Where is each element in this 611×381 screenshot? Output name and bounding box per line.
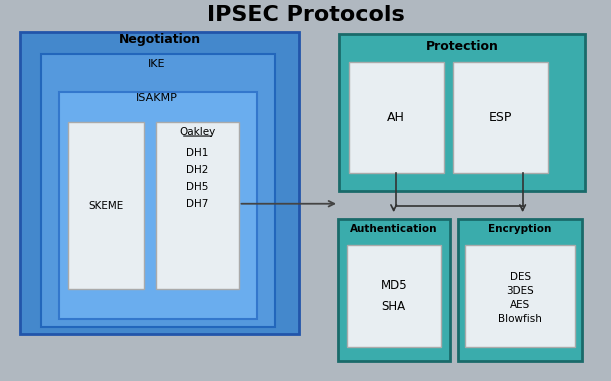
Text: DES
3DES
AES
Blowfish: DES 3DES AES Blowfish — [498, 272, 542, 324]
Text: IKE: IKE — [148, 59, 165, 69]
Text: DH5: DH5 — [186, 182, 209, 192]
FancyBboxPatch shape — [41, 54, 275, 327]
FancyBboxPatch shape — [458, 219, 582, 361]
FancyBboxPatch shape — [466, 245, 575, 347]
FancyBboxPatch shape — [59, 92, 257, 319]
Text: Negotiation: Negotiation — [119, 33, 200, 46]
Text: DH2: DH2 — [186, 165, 209, 175]
FancyBboxPatch shape — [156, 122, 239, 289]
FancyBboxPatch shape — [20, 32, 299, 334]
FancyBboxPatch shape — [68, 122, 144, 289]
Text: Oakley: Oakley — [180, 127, 216, 137]
Text: Protection: Protection — [425, 40, 498, 53]
FancyBboxPatch shape — [338, 219, 450, 361]
Text: SKEME: SKEME — [89, 201, 124, 211]
FancyBboxPatch shape — [347, 245, 441, 347]
Text: ISAKMP: ISAKMP — [136, 93, 177, 103]
FancyBboxPatch shape — [349, 62, 444, 173]
Text: AH: AH — [387, 111, 405, 124]
Text: Authentication: Authentication — [350, 224, 437, 234]
Text: DH1: DH1 — [186, 148, 209, 158]
Text: IPSEC Protocols: IPSEC Protocols — [207, 5, 404, 25]
Text: ESP: ESP — [488, 111, 512, 124]
Text: Encryption: Encryption — [488, 224, 551, 234]
Text: DH7: DH7 — [186, 199, 209, 209]
Text: MD5
SHA: MD5 SHA — [381, 279, 407, 314]
FancyBboxPatch shape — [453, 62, 547, 173]
FancyBboxPatch shape — [339, 34, 585, 190]
